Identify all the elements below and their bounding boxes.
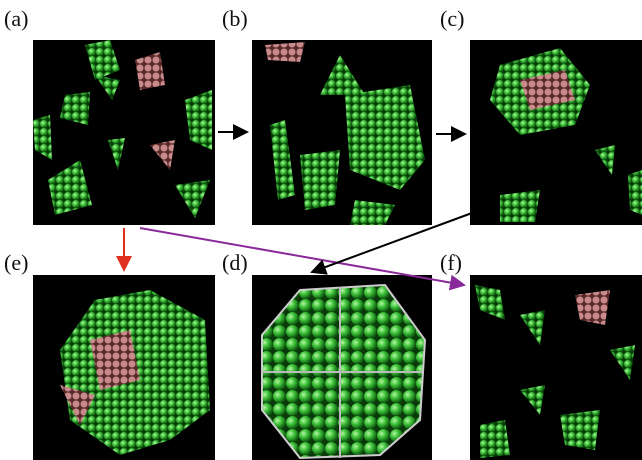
panel-e	[33, 275, 215, 460]
panel-label: (a)	[4, 6, 28, 31]
panel-label: (d)	[222, 250, 248, 275]
panel-b	[252, 40, 432, 225]
panel-d	[252, 275, 432, 460]
figure: (a) (b) (c) (e) (d) (f)	[0, 0, 642, 460]
panel-label: (e)	[4, 250, 28, 275]
panel-f	[470, 275, 642, 460]
panel-c	[470, 40, 642, 225]
panel-label: (b)	[222, 6, 248, 31]
panel-label: (f)	[440, 250, 462, 275]
panel-label: (c)	[440, 6, 464, 31]
panel-a	[33, 40, 215, 225]
